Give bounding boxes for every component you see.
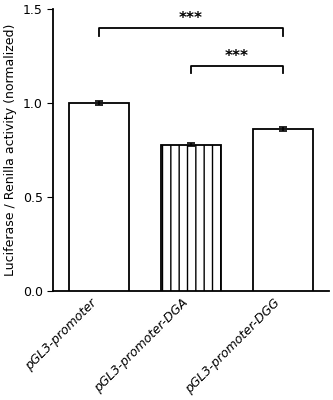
Bar xyxy=(69,103,129,291)
Y-axis label: Luciferase / Renilla activity (normalized): Luciferase / Renilla activity (normalize… xyxy=(4,24,17,276)
Text: ***: *** xyxy=(225,49,249,64)
Text: ***: *** xyxy=(179,11,203,26)
Bar xyxy=(161,145,221,291)
Bar xyxy=(253,129,313,291)
